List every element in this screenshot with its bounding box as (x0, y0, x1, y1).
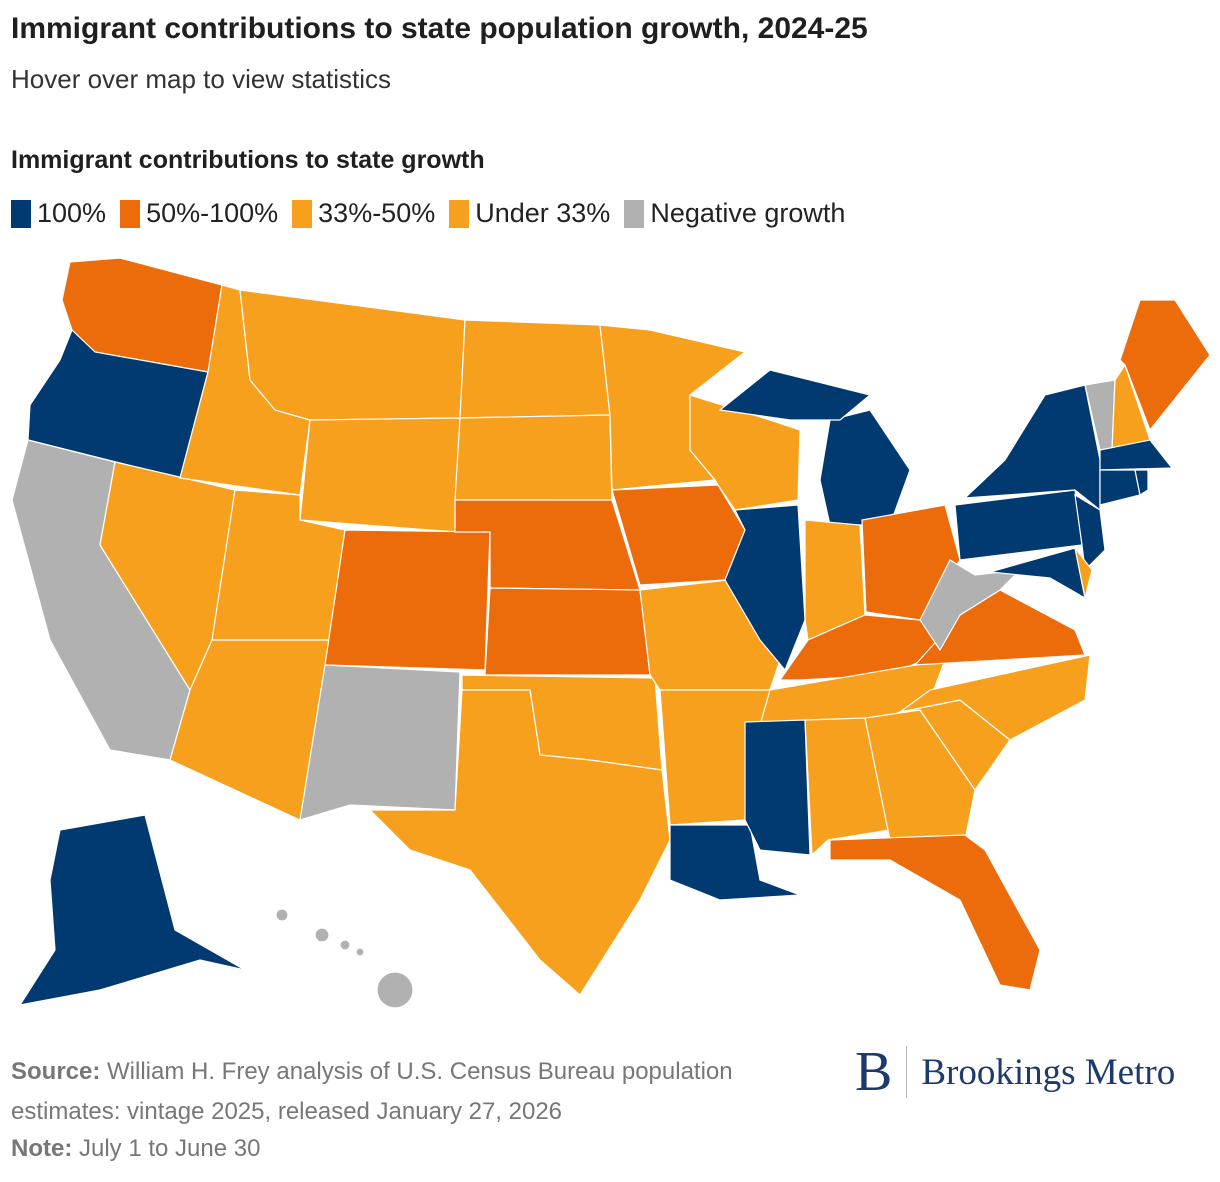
state-hi[interactable] (355, 947, 365, 957)
us-state-map[interactable] (0, 250, 1220, 1020)
chart-title: Immigrant contributions to state populat… (11, 12, 868, 45)
state-az[interactable] (169, 639, 331, 821)
legend-swatch (449, 199, 470, 228)
state-il[interactable] (724, 504, 806, 672)
state-co[interactable] (324, 529, 491, 671)
legend-swatch (292, 199, 313, 228)
legend-label: Under 33% (475, 198, 611, 228)
state-me[interactable] (1119, 299, 1211, 432)
legend-item-under-33[interactable]: Under 33% (449, 198, 610, 229)
legend-label: 100% (37, 198, 107, 228)
state-mi[interactable] (819, 409, 911, 526)
state-mt[interactable] (239, 289, 466, 421)
state-tx[interactable] (368, 689, 671, 996)
state-fl[interactable] (829, 834, 1041, 991)
state-ct[interactable] (1099, 469, 1141, 506)
state-md[interactable] (989, 547, 1086, 600)
legend-swatch (11, 199, 31, 228)
state-hi[interactable] (314, 927, 330, 943)
legend-label: 50%-100% (146, 198, 279, 228)
state-wv[interactable] (919, 559, 1022, 652)
legend-item-50-100[interactable]: 50%-100% (120, 198, 278, 229)
state-mi[interactable] (718, 369, 872, 421)
legend-item-negative[interactable]: Negative growth (624, 198, 845, 229)
legend-swatch (120, 199, 141, 228)
logo-mark: B (855, 1041, 893, 1103)
state-ma[interactable] (1099, 439, 1174, 471)
note-label: Note: (11, 1135, 73, 1162)
note: Note: July 1 to June 30 (11, 1135, 260, 1163)
legend-title: Immigrant contributions to state growth (11, 146, 485, 174)
source-label: Source: (11, 1058, 101, 1085)
legend-item-33-50[interactable]: 33%-50% (292, 198, 435, 229)
state-nc[interactable] (899, 654, 1091, 741)
state-ms[interactable] (744, 719, 811, 856)
legend-item-100[interactable]: 100% (11, 198, 106, 229)
brookings-logo: B Brookings Metro (855, 1040, 1175, 1104)
source-note: Source: William H. Frey analysis of U.S.… (11, 1052, 811, 1132)
state-al[interactable] (804, 717, 891, 857)
chart-subtitle: Hover over map to view statistics (11, 64, 392, 94)
legend: 100% 50%-100% 33%-50% Under 33% Negative… (11, 198, 845, 229)
state-nd[interactable] (459, 319, 611, 419)
legend-swatch (624, 199, 645, 228)
state-sd[interactable] (454, 414, 613, 511)
legend-label: Negative growth (650, 198, 846, 228)
state-ny[interactable] (963, 384, 1101, 512)
state-hi[interactable] (275, 908, 289, 922)
state-ak[interactable] (18, 814, 246, 1006)
state-ks[interactable] (484, 587, 651, 676)
state-nj[interactable] (1074, 493, 1106, 572)
logo-text: Brookings Metro (921, 1051, 1176, 1093)
state-pa[interactable] (954, 489, 1083, 561)
source-text: William H. Frey analysis of U.S. Census … (11, 1058, 733, 1125)
state-ri[interactable] (1134, 469, 1149, 496)
legend-label: 33%-50% (318, 198, 436, 228)
state-hi[interactable] (339, 939, 351, 951)
state-nm[interactable] (299, 664, 461, 821)
state-de[interactable] (1074, 547, 1093, 599)
state-wy[interactable] (299, 417, 461, 533)
note-text: July 1 to June 30 (72, 1135, 261, 1162)
state-hi[interactable] (376, 971, 414, 1009)
